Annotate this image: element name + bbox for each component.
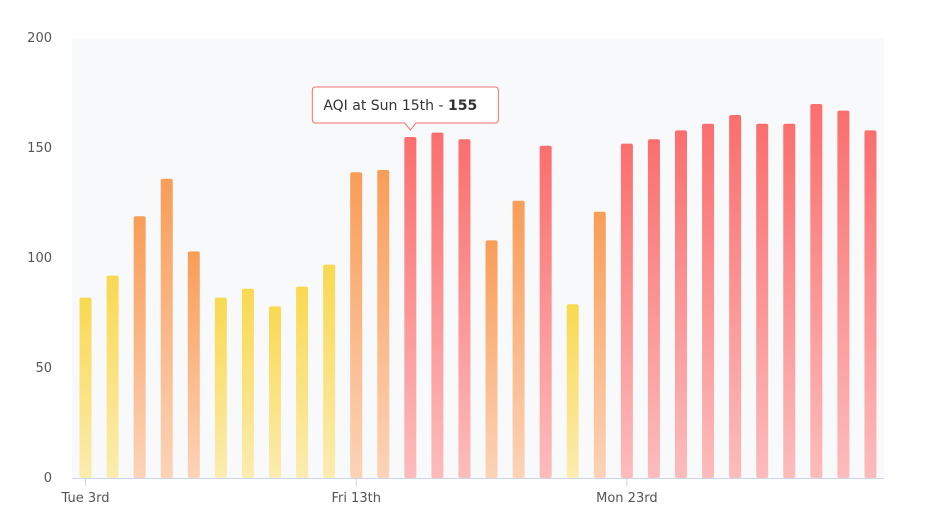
tooltip-value: 155 xyxy=(448,98,477,114)
bar-fri-13th[interactable] xyxy=(350,172,363,478)
x-tick-label: Fri 13th xyxy=(331,491,381,506)
tooltip-text: AQI at Sun 15th - 155 xyxy=(323,98,477,114)
bar-thu-26th[interactable] xyxy=(702,123,715,479)
bar-wed-25th[interactable] xyxy=(675,130,687,478)
bar-series xyxy=(79,104,877,479)
bar-tue-24th[interactable] xyxy=(647,139,660,478)
bar-sun-8th[interactable] xyxy=(214,297,227,478)
y-tick-label: 50 xyxy=(35,361,52,376)
bar-mon-16th[interactable] xyxy=(431,132,444,478)
bar-tue-3rd[interactable] xyxy=(79,297,92,478)
bar-sun-15th[interactable] xyxy=(404,137,417,478)
bar-thu-19th[interactable] xyxy=(512,200,525,479)
bar-sun-29th[interactable] xyxy=(783,123,796,479)
x-tick-label: Tue 3rd xyxy=(61,491,110,506)
bar-thu-5th[interactable] xyxy=(133,216,146,478)
bar-wed-4th[interactable] xyxy=(106,275,119,478)
tooltip: AQI at Sun 15th - 155 xyxy=(311,86,499,131)
bar-wed-18th[interactable] xyxy=(485,240,498,478)
x-tick-label: Mon 23rd xyxy=(596,491,657,506)
y-tick-label: 0 xyxy=(44,471,52,486)
bar-mon-9th[interactable] xyxy=(241,288,254,478)
bar-thu-12th[interactable] xyxy=(323,264,336,478)
bar-sun-22nd[interactable] xyxy=(593,211,606,479)
tooltip-pointer xyxy=(403,122,417,131)
y-axis-tick-labels: 0 50 100 150 200 xyxy=(27,31,52,486)
bar-sat-14th[interactable] xyxy=(377,170,390,478)
bar-wed-11th[interactable] xyxy=(296,286,309,478)
tooltip-label: AQI at Sun 15th - xyxy=(323,98,448,114)
bar-fri-6th[interactable] xyxy=(160,178,173,479)
bar-sat-21st[interactable] xyxy=(566,304,579,478)
bar-wed-1st[interactable] xyxy=(864,130,877,478)
x-axis-ticks: Tue 3rd Fri 13th Mon 23rd xyxy=(61,478,658,506)
bar-sat-7th[interactable] xyxy=(187,251,200,478)
bar-tue-10th[interactable] xyxy=(269,306,281,478)
bar-tue-17th[interactable] xyxy=(458,139,471,478)
bar-mon-30th[interactable] xyxy=(810,104,823,478)
bar-fri-27th[interactable] xyxy=(729,115,742,478)
y-tick-label: 100 xyxy=(27,251,52,266)
bar-fri-20th[interactable] xyxy=(539,145,552,479)
bar-sat-28th[interactable] xyxy=(756,123,769,479)
y-tick-label: 150 xyxy=(27,141,52,156)
bar-mon-23rd[interactable] xyxy=(620,143,633,478)
bar-tue-31st[interactable] xyxy=(837,110,850,478)
y-tick-label: 200 xyxy=(27,31,52,46)
